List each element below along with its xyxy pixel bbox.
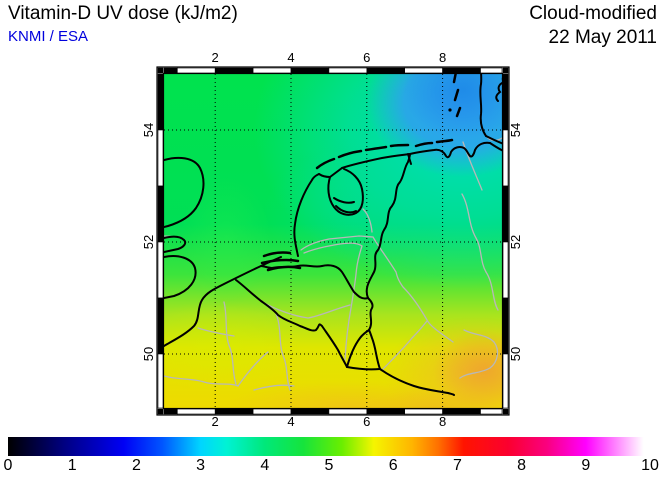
uv-field [164,74,502,408]
colorbar-tick-label: 0 [3,457,13,474]
lat-tick-right: 52 [508,234,523,250]
lat-tick-right: 50 [508,346,523,362]
colorbar-gradient [8,437,650,456]
colorbar-tick-label: 5 [324,457,334,474]
lon-tick-bottom: 8 [438,414,447,429]
colorbar-tick-label: 2 [131,457,141,474]
lat-tick-left: 54 [141,122,156,138]
map-frame [156,66,510,416]
mode-label: Cloud-modified [529,3,657,24]
colorbar-tick-label: 6 [388,457,398,474]
rivers-and-admin-borders [164,137,502,391]
lat-tick-left: 52 [141,234,156,250]
lon-tick-top: 4 [287,50,295,65]
colorbar-tick-label: 8 [517,457,527,474]
map-canvas [156,66,510,416]
colorbar-tick-label: 3 [196,457,206,474]
source-credit: KNMI / ESA [8,28,89,45]
colorbar-tick-label: 1 [67,457,77,474]
lon-tick-top: 6 [363,50,371,65]
country-borders [235,153,455,396]
lon-tick-top: 8 [438,50,447,65]
lon-tick-bottom: 4 [287,414,295,429]
lon-tick-top: 2 [211,50,219,65]
lat-tick-right: 54 [508,122,523,138]
graticule-gridlines [164,74,502,408]
colorbar-tick-label: 9 [581,457,591,474]
date-label: 22 May 2011 [548,27,657,48]
lon-tick-bottom: 2 [211,414,219,429]
lon-tick-bottom: 6 [363,414,371,429]
colorbar-tick-label: 7 [452,457,462,474]
colorbar-tick-label: 4 [260,457,270,474]
lat-tick-left: 50 [141,346,156,362]
colorbar-tick-label: 10 [641,457,659,474]
page-title: Vitamin-D UV dose (kJ/m2) [8,3,238,24]
